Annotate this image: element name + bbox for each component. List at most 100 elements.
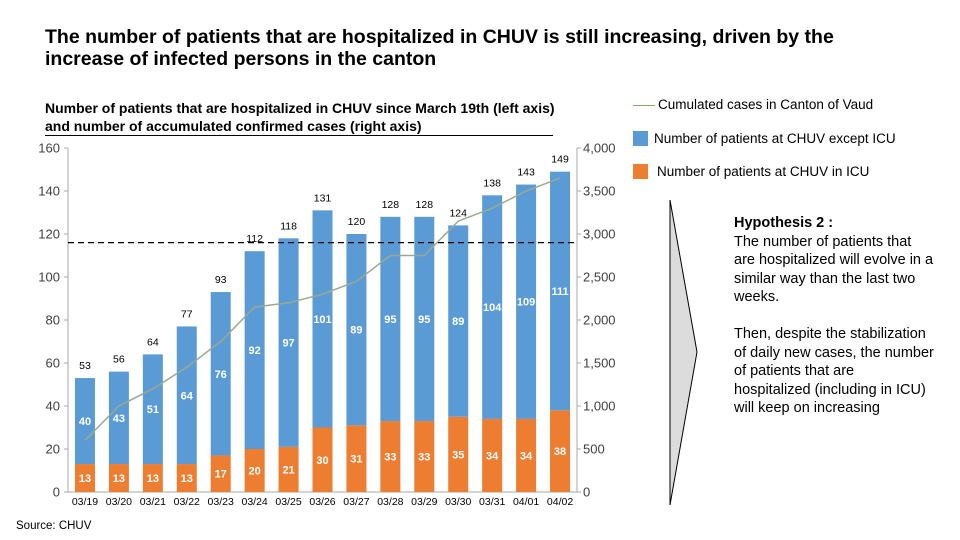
right-tick-label: 2,000 bbox=[583, 313, 616, 328]
total-value-label: 118 bbox=[280, 220, 297, 232]
x-tick-label: 03/19 bbox=[72, 496, 98, 508]
icu-value-label: 20 bbox=[249, 466, 261, 478]
bar-non-icu bbox=[380, 216, 401, 422]
non-icu-value-label: 95 bbox=[418, 314, 430, 326]
hypothesis-title: Hypothesis 2 : bbox=[734, 215, 834, 231]
bar-non-icu bbox=[176, 326, 197, 465]
icu-value-label: 13 bbox=[181, 473, 193, 485]
icu-value-label: 34 bbox=[486, 450, 499, 462]
bar-icu bbox=[210, 455, 231, 492]
total-value-label: 77 bbox=[181, 308, 193, 320]
total-value-label: 93 bbox=[215, 274, 227, 286]
icu-value-label: 30 bbox=[316, 455, 328, 467]
legend-cumulated-cases: Cumulated cases in Canton of Vaud bbox=[658, 97, 874, 112]
bar-icu bbox=[312, 427, 333, 492]
non-icu-value-label: 92 bbox=[249, 345, 261, 357]
bar-non-icu bbox=[210, 292, 231, 456]
x-tick-label: 03/25 bbox=[275, 496, 301, 508]
x-tick-label: 03/26 bbox=[309, 496, 335, 508]
non-icu-value-label: 89 bbox=[452, 316, 464, 328]
x-tick-label: 03/29 bbox=[411, 496, 437, 508]
source-note: Source: CHUV bbox=[16, 520, 92, 532]
right-tick-label: 2,500 bbox=[583, 270, 616, 285]
icu-value-label: 13 bbox=[147, 473, 159, 485]
left-tick-label: 40 bbox=[46, 399, 60, 414]
x-tick-label: 04/01 bbox=[513, 496, 539, 508]
cumulated-cases-line-group bbox=[68, 177, 577, 441]
bar-non-icu bbox=[550, 171, 571, 411]
legend-line-swatch bbox=[633, 105, 655, 106]
legend-orange-swatch bbox=[633, 164, 648, 179]
total-value-label: 138 bbox=[483, 177, 501, 189]
total-value-label: 120 bbox=[348, 216, 366, 228]
total-value-label: 143 bbox=[517, 167, 535, 179]
hypothesis-block: Hypothesis 2 : The number of patients th… bbox=[734, 214, 934, 418]
hypothesis-paragraph-1: The number of patients that are hospital… bbox=[734, 233, 934, 306]
bar-non-icu bbox=[142, 354, 163, 465]
bar-icu bbox=[74, 464, 95, 492]
bar-icu bbox=[244, 449, 265, 492]
total-value-label: 56 bbox=[113, 354, 125, 366]
non-icu-value-label: 51 bbox=[147, 404, 159, 416]
right-tick-label: 1,000 bbox=[583, 399, 616, 414]
non-icu-value-label: 97 bbox=[282, 338, 294, 350]
non-icu-value-label: 104 bbox=[483, 302, 502, 314]
non-icu-value-label: 76 bbox=[215, 369, 227, 381]
legend-icu: Number of patients at CHUV in ICU bbox=[657, 164, 870, 179]
bar-icu bbox=[278, 446, 299, 492]
x-tick-label: 03/20 bbox=[106, 496, 132, 508]
total-value-label: 149 bbox=[551, 154, 569, 166]
title-underline bbox=[45, 135, 553, 136]
total-value-label: 64 bbox=[147, 336, 159, 348]
chart-axes: 0 20 40 60 80 100 120 140 160 0 500 1,000 1,500 2,000… bbox=[38, 141, 615, 509]
x-tick-label: 03/27 bbox=[343, 496, 369, 508]
left-tick-label: 80 bbox=[46, 313, 60, 328]
non-icu-value-label: 109 bbox=[517, 297, 535, 309]
legend-blue-swatch bbox=[633, 131, 648, 146]
bar-non-icu bbox=[108, 371, 129, 465]
x-tick-label: 03/21 bbox=[140, 496, 166, 508]
icu-value-label: 33 bbox=[418, 452, 430, 464]
bar-icu bbox=[108, 464, 129, 492]
bar-non-icu bbox=[482, 195, 503, 419]
chart-title: Number of patients that are hospitalized… bbox=[45, 100, 555, 134]
right-tick-label: 500 bbox=[583, 442, 605, 457]
legend-non-icu: Number of patients at CHUV except ICU bbox=[654, 131, 896, 146]
bar-non-icu bbox=[74, 378, 95, 465]
total-value-label: 131 bbox=[314, 192, 332, 204]
chart-data-labels: 13 40 53 13 43 56 13 51 64 13 64 77 17 76 93 20 92 112 21 9… bbox=[79, 154, 569, 485]
bar-icu bbox=[482, 418, 503, 492]
x-tick-label: 03/31 bbox=[479, 496, 505, 508]
icu-value-label: 33 bbox=[384, 452, 396, 464]
non-icu-value-label: 43 bbox=[113, 413, 125, 425]
bar-non-icu bbox=[346, 234, 367, 426]
left-tick-label: 100 bbox=[38, 270, 60, 285]
x-tick-label: 04/02 bbox=[547, 496, 573, 508]
non-icu-value-label: 101 bbox=[313, 314, 331, 326]
bar-non-icu bbox=[414, 216, 435, 422]
left-tick-label: 120 bbox=[38, 227, 60, 242]
bar-non-icu bbox=[448, 225, 469, 417]
cumulated-cases-line bbox=[84, 177, 561, 441]
left-tick-label: 160 bbox=[38, 141, 60, 156]
arrow-chevron-icon bbox=[669, 199, 698, 506]
x-tick-label: 03/28 bbox=[377, 496, 403, 508]
bar-icu bbox=[142, 464, 163, 492]
x-tick-label: 03/22 bbox=[174, 496, 200, 508]
chart-bars bbox=[74, 171, 571, 492]
bar-icu bbox=[380, 421, 401, 492]
bar-icu bbox=[176, 464, 197, 492]
hypothesis-paragraph-2: Then, despite the stabilization of daily… bbox=[734, 326, 934, 416]
icu-value-label: 38 bbox=[554, 446, 566, 458]
x-tick-label: 03/24 bbox=[241, 496, 267, 508]
icu-value-label: 13 bbox=[79, 473, 91, 485]
bar-icu bbox=[448, 416, 469, 492]
icu-value-label: 35 bbox=[452, 449, 464, 461]
total-value-label: 53 bbox=[79, 360, 91, 372]
left-tick-label: 140 bbox=[38, 184, 60, 199]
right-tick-label: 3,500 bbox=[583, 184, 616, 199]
non-icu-value-label: 40 bbox=[79, 416, 91, 428]
icu-value-label: 34 bbox=[520, 450, 533, 462]
non-icu-value-label: 89 bbox=[350, 325, 362, 337]
